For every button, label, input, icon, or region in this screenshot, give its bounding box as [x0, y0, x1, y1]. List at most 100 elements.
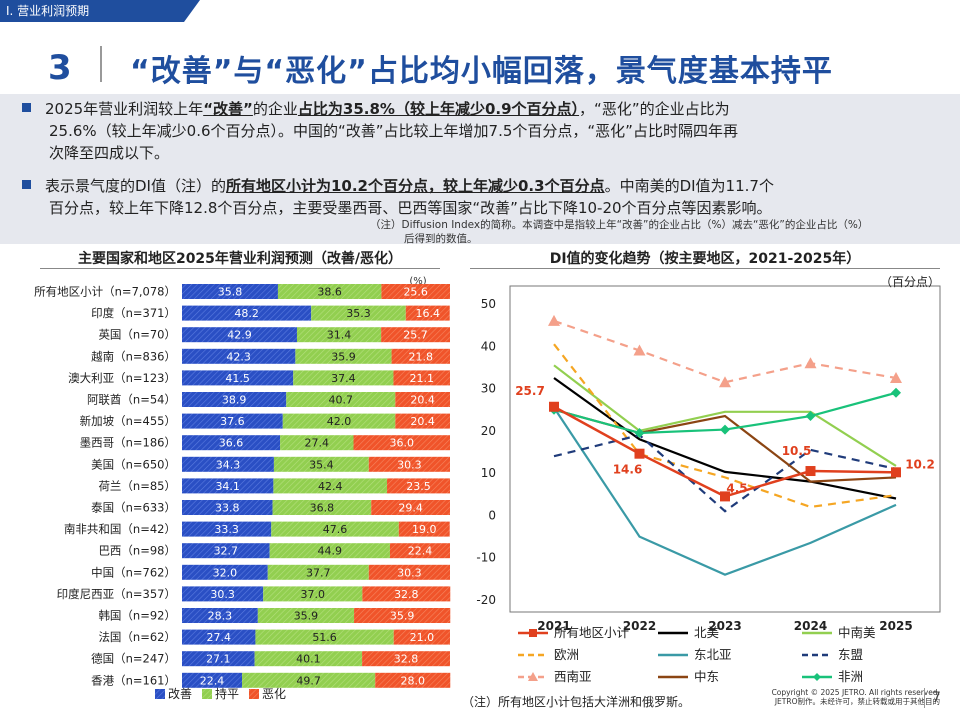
- bar-value-label: 38.9: [222, 394, 247, 407]
- page-number-divider: [924, 688, 925, 708]
- series-line: [553, 433, 897, 513]
- bullet-square-icon: [22, 180, 31, 189]
- series-line: [553, 406, 897, 576]
- line-legend-label: 东盟: [838, 647, 863, 662]
- section-label: Ⅰ. 营业利润预期: [6, 4, 90, 18]
- bar-segment-worsen: [371, 500, 450, 515]
- series-line: [553, 319, 897, 384]
- bar-value-label: 34.1: [215, 480, 240, 493]
- bar-value-label: 27.4: [305, 437, 330, 450]
- series-marker: [805, 466, 816, 477]
- di-note-line-1: （注）Diffusion Index的简称。本调查中是指较上年“改善”的企业占比…: [370, 219, 869, 231]
- series-marker: [720, 424, 730, 435]
- bar-segment-worsen: [381, 284, 450, 299]
- bar-segment-improve: [182, 672, 243, 688]
- bar-value-label: 22.4: [408, 545, 433, 558]
- bar-value-label: 31.4: [327, 329, 352, 342]
- bar-legend-swatch-worsen: [249, 689, 259, 699]
- footer-note: （注）所有地区小计包括大洋洲和俄罗斯。: [462, 695, 691, 709]
- bar-segment-flat: [293, 370, 394, 386]
- bar-value-label: 25.7: [403, 329, 428, 342]
- data-annotation: 10.5: [782, 444, 812, 458]
- b2-line-2: 百分点，较上年下降12.8个百分点，主要受墨西哥、巴西等国家“改善”占比下降10…: [49, 199, 772, 217]
- bar-category-label: 韩国（n=92）: [98, 609, 176, 623]
- y-tick-label: -10: [476, 551, 496, 565]
- series-marker: [720, 491, 730, 502]
- line-legend-label: 中东: [694, 669, 719, 684]
- stacked-bar-chart: (%) 所有地区小计（n=7,078） 35.8 38.6 25.6 印度（n=371）…: [34, 276, 451, 701]
- bar-segment-flat: [286, 392, 396, 407]
- bar-value-label: 32.0: [213, 566, 238, 579]
- bar-segment-improve: [182, 305, 312, 321]
- y-tick-label: 10: [481, 466, 496, 480]
- bar-value-label: 42.0: [327, 415, 352, 428]
- bar-value-label: 42.4: [318, 480, 343, 493]
- bar-segment-flat: [242, 672, 376, 688]
- bar-segment-flat: [296, 327, 382, 343]
- bar-segment-flat: [271, 521, 399, 537]
- x-tick-label: 2022: [623, 619, 656, 633]
- bar-segment-flat: [282, 413, 396, 429]
- bar-value-label: 40.7: [329, 394, 354, 407]
- bar-segment-improve: [182, 543, 270, 559]
- bar-value-label: 35.3: [346, 307, 371, 320]
- bar-value-label: 21.0: [410, 631, 435, 644]
- bar-segment-worsen: [362, 586, 451, 602]
- bar-legend-label: 持平: [215, 686, 239, 701]
- bar-segment-improve: [182, 284, 278, 299]
- summary-box: [0, 94, 960, 244]
- series-marker: [549, 401, 559, 412]
- bar-segment-flat: [311, 305, 406, 321]
- bar-chart-title-rule: [40, 268, 440, 269]
- bar-segment-flat: [272, 500, 372, 515]
- bar-category-label: 英国（n=70）: [98, 328, 176, 342]
- bar-value-label: 36.6: [219, 437, 244, 450]
- line-legend-label: 西南亚: [554, 669, 592, 684]
- bar-value-label: 25.6: [403, 286, 428, 299]
- copyright: Copyright © 2025 JETRO. All rights reser…: [730, 688, 940, 706]
- series-marker: [548, 314, 560, 326]
- bar-value-label: 28.0: [400, 674, 425, 687]
- bar-category-label: 美国（n=650）: [91, 457, 176, 471]
- bar-category-label: 越南（n=836）: [91, 349, 176, 363]
- bar-value-label: 21.1: [409, 372, 434, 385]
- bar-segment-improve: [182, 348, 296, 364]
- bar-value-label: 30.3: [210, 588, 235, 601]
- bar-segment-worsen: [381, 327, 450, 343]
- line-legend-marker: [529, 629, 537, 637]
- bar-legend-swatch-flat: [202, 689, 212, 699]
- bar-segment-worsen: [393, 370, 450, 386]
- series-marker: [634, 427, 645, 438]
- bar-segment-flat: [263, 586, 363, 602]
- bar-category-label: 巴西（n=98）: [98, 544, 176, 558]
- line-unit-label: （百分点）: [880, 275, 940, 289]
- bar-segment-flat: [277, 284, 382, 299]
- bar-value-label: 42.9: [227, 329, 252, 342]
- bar-value-label: 30.3: [397, 458, 422, 471]
- bullet-square-icon: [22, 103, 31, 112]
- y-tick-label: 20: [481, 424, 496, 438]
- bar-value-label: 37.0: [301, 588, 326, 601]
- bar-segment-worsen: [362, 651, 450, 667]
- bar-segment-improve: [182, 392, 287, 407]
- bar-legend-swatch-improve: [155, 689, 165, 699]
- bar-segment-flat: [295, 348, 392, 364]
- bar-segment-improve: [182, 608, 258, 623]
- bar-value-label: 36.8: [310, 502, 335, 515]
- bar-segment-worsen: [387, 478, 450, 494]
- line-legend-label: 非洲: [838, 669, 863, 684]
- bar-value-label: 44.9: [318, 545, 343, 558]
- bar-value-label: 49.7: [296, 674, 321, 687]
- x-tick-label: 2025: [879, 619, 912, 633]
- bar-value-label: 19.0: [412, 523, 437, 536]
- bar-segment-flat: [273, 478, 388, 494]
- bar-value-label: 34.3: [216, 458, 241, 471]
- bar-category-label: 香港（n=161）: [91, 673, 176, 687]
- bar-value-label: 35.8: [218, 286, 243, 299]
- bar-category-label: 荷兰（n=85）: [98, 479, 176, 493]
- bar-value-label: 20.4: [410, 415, 435, 428]
- bar-category-label: 中国（n=762）: [91, 565, 176, 579]
- bar-value-label: 32.8: [394, 653, 419, 666]
- b1-text-5: ，“恶化”的企业占比为: [579, 100, 730, 118]
- y-tick-label: 40: [481, 339, 496, 353]
